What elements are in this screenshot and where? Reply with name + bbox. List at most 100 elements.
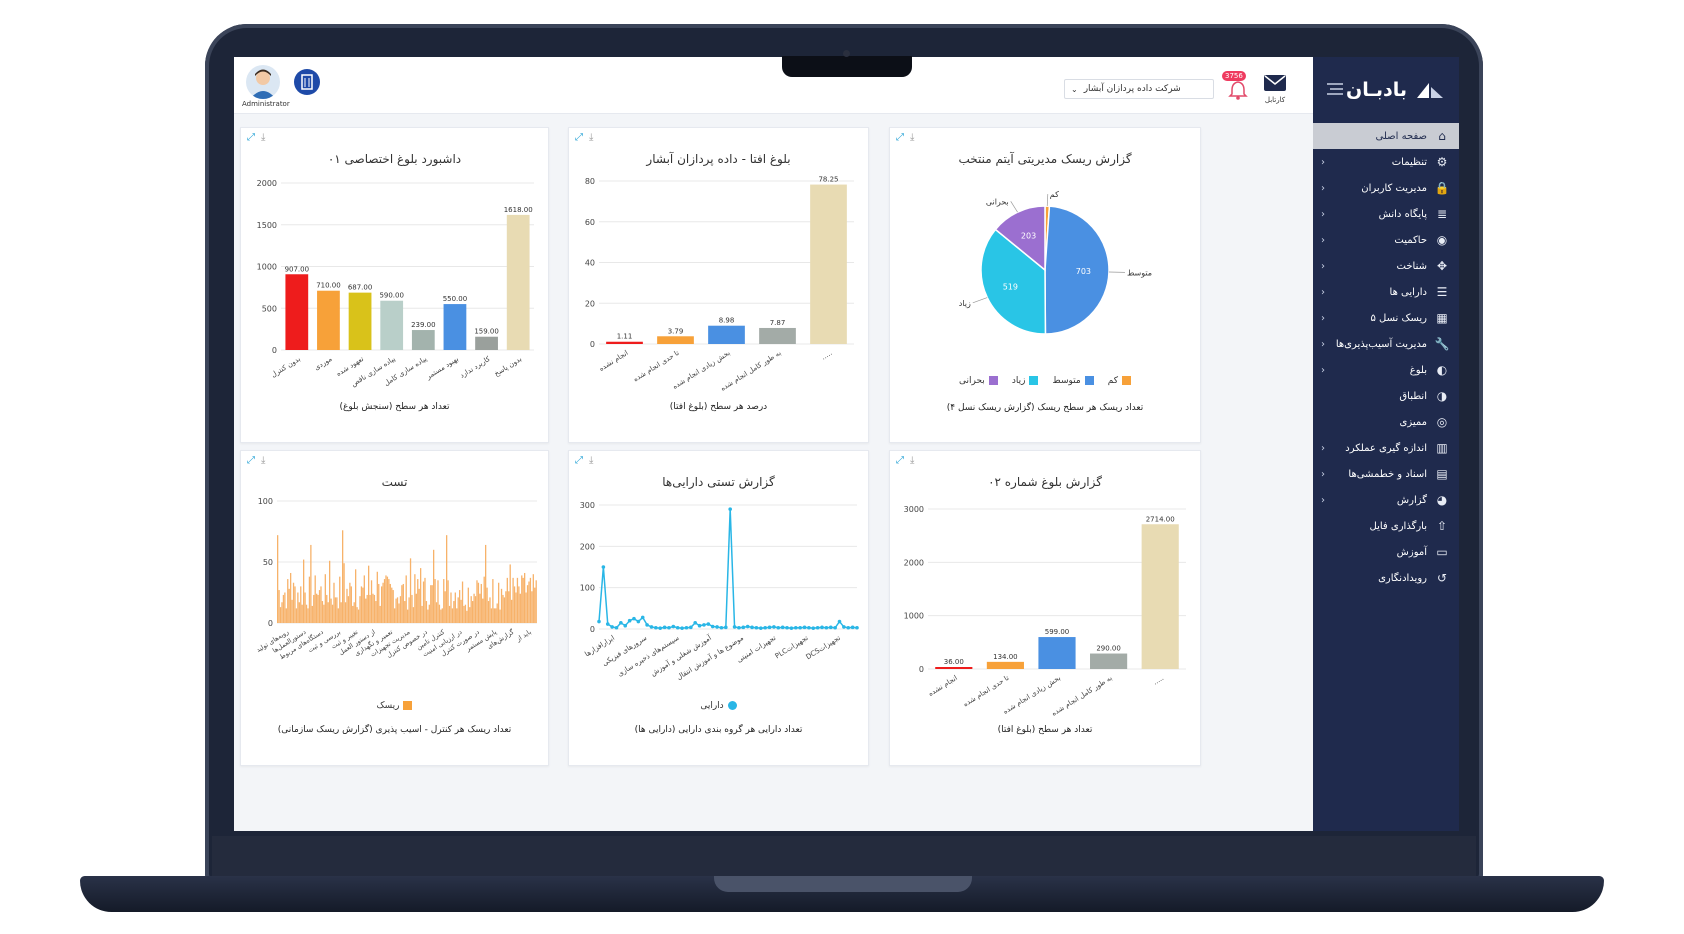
data-point[interactable] bbox=[750, 625, 754, 630]
download-icon[interactable]: ⤓ bbox=[910, 132, 915, 143]
hamburger-menu-icon[interactable] bbox=[1327, 83, 1343, 95]
bar[interactable] bbox=[348, 292, 372, 350]
bar[interactable] bbox=[295, 608, 298, 623]
bar[interactable] bbox=[479, 593, 481, 623]
bar[interactable] bbox=[285, 274, 309, 350]
bar[interactable] bbox=[368, 565, 370, 623]
bar[interactable] bbox=[304, 592, 306, 624]
bar[interactable] bbox=[460, 599, 462, 623]
data-point[interactable] bbox=[640, 615, 645, 620]
data-point[interactable] bbox=[619, 621, 623, 625]
data-point[interactable] bbox=[741, 625, 746, 630]
bar[interactable] bbox=[414, 574, 416, 623]
data-point[interactable] bbox=[789, 626, 794, 630]
bar[interactable] bbox=[359, 596, 361, 623]
bar[interactable] bbox=[381, 586, 383, 623]
data-point[interactable] bbox=[785, 625, 789, 630]
data-point[interactable] bbox=[732, 625, 737, 629]
data-point[interactable] bbox=[654, 625, 658, 630]
expand-icon[interactable]: ⤢ bbox=[575, 132, 583, 143]
bar[interactable] bbox=[362, 587, 364, 623]
bar[interactable] bbox=[441, 608, 443, 623]
bar[interactable] bbox=[279, 607, 282, 623]
data-point[interactable] bbox=[807, 625, 811, 630]
bar[interactable] bbox=[370, 580, 373, 623]
bar[interactable] bbox=[485, 544, 487, 623]
bar[interactable] bbox=[346, 588, 348, 623]
bar[interactable] bbox=[1090, 653, 1128, 669]
data-point[interactable] bbox=[601, 565, 606, 569]
bar[interactable] bbox=[508, 591, 510, 623]
bar[interactable] bbox=[475, 336, 498, 350]
bar[interactable] bbox=[278, 590, 280, 623]
bar[interactable] bbox=[357, 609, 360, 623]
data-point[interactable] bbox=[780, 625, 785, 630]
bar[interactable] bbox=[330, 598, 332, 623]
bar[interactable] bbox=[461, 581, 464, 623]
data-point[interactable] bbox=[745, 624, 750, 629]
bar[interactable] bbox=[515, 592, 517, 624]
data-point[interactable] bbox=[675, 625, 680, 630]
data-point[interactable] bbox=[793, 625, 798, 630]
bar[interactable] bbox=[297, 592, 299, 624]
bar[interactable] bbox=[518, 586, 520, 623]
expand-icon[interactable]: ⤢ bbox=[247, 132, 255, 143]
bar[interactable] bbox=[409, 558, 412, 623]
bar[interactable] bbox=[451, 608, 454, 623]
bar[interactable] bbox=[282, 594, 285, 623]
bar[interactable] bbox=[476, 580, 478, 623]
bar[interactable] bbox=[284, 592, 286, 624]
bar[interactable] bbox=[427, 609, 429, 623]
bar[interactable] bbox=[378, 583, 380, 623]
bar[interactable] bbox=[301, 604, 303, 623]
data-point[interactable] bbox=[837, 619, 842, 624]
bar[interactable] bbox=[313, 594, 315, 623]
sidebar-item[interactable]: ◉ حاکمیت ‹ bbox=[1313, 227, 1459, 253]
bar[interactable] bbox=[356, 607, 358, 623]
bar[interactable] bbox=[337, 608, 339, 623]
bar[interactable] bbox=[317, 594, 319, 623]
bar[interactable] bbox=[396, 597, 399, 623]
bar[interactable] bbox=[326, 594, 328, 623]
data-point[interactable] bbox=[671, 624, 676, 629]
bar[interactable] bbox=[411, 330, 435, 350]
bar[interactable] bbox=[365, 598, 367, 623]
bar[interactable] bbox=[382, 582, 384, 623]
legend-item[interactable]: کم bbox=[1108, 376, 1131, 386]
bar[interactable] bbox=[509, 564, 511, 623]
bar[interactable] bbox=[333, 582, 335, 623]
data-point[interactable] bbox=[610, 625, 614, 629]
bar[interactable] bbox=[430, 585, 432, 623]
bar[interactable] bbox=[499, 609, 501, 623]
bar[interactable] bbox=[415, 593, 417, 623]
sidebar-item[interactable]: 🔒 مدیریت کاربران ‹ bbox=[1313, 175, 1459, 201]
data-point[interactable] bbox=[820, 625, 824, 630]
bar[interactable] bbox=[343, 563, 345, 623]
data-point[interactable] bbox=[811, 626, 816, 630]
bar[interactable] bbox=[450, 592, 452, 624]
data-point[interactable] bbox=[798, 625, 802, 630]
bar[interactable] bbox=[373, 594, 376, 623]
sidebar-item[interactable]: ◑ انطباق bbox=[1313, 383, 1459, 409]
bar[interactable] bbox=[421, 605, 423, 623]
bar[interactable] bbox=[376, 571, 378, 623]
sidebar-item[interactable]: ◕ گزارش ‹ bbox=[1313, 487, 1459, 513]
data-point[interactable] bbox=[855, 625, 859, 630]
download-icon[interactable]: ⤓ bbox=[910, 455, 915, 466]
bar[interactable] bbox=[506, 577, 508, 623]
bar[interactable] bbox=[470, 596, 472, 623]
bar[interactable] bbox=[433, 549, 435, 623]
data-point[interactable] bbox=[693, 621, 698, 625]
data-point[interactable] bbox=[833, 625, 837, 630]
bar[interactable] bbox=[454, 592, 456, 624]
bar[interactable] bbox=[352, 605, 354, 623]
bar[interactable] bbox=[412, 607, 415, 623]
bar[interactable] bbox=[496, 603, 498, 623]
bar[interactable] bbox=[810, 184, 847, 344]
bar[interactable] bbox=[353, 602, 355, 623]
bar[interactable] bbox=[1141, 524, 1179, 669]
bar[interactable] bbox=[401, 585, 403, 623]
bar[interactable] bbox=[986, 661, 1024, 669]
bar[interactable] bbox=[516, 577, 519, 623]
bar[interactable] bbox=[314, 575, 316, 623]
